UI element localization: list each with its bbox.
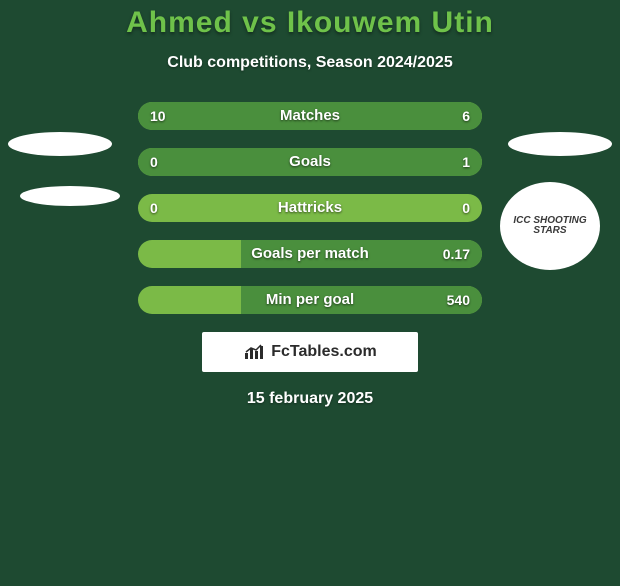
stat-label: Min per goal [138,286,482,314]
source-badge-text: FcTables.com [271,343,377,361]
team-left-logo-mid [20,186,120,206]
stat-row: 540Min per goal [138,286,482,314]
stat-label: Matches [138,102,482,130]
team-right-logo-circle: ICC SHOOTING STARS [500,182,600,270]
stat-row: 106Matches [138,102,482,130]
stat-label: Hattricks [138,194,482,222]
stat-row: 0.17Goals per match [138,240,482,268]
page-title: Ahmed vs Ikouwem Utin [0,6,620,40]
stat-row: 00Hattricks [138,194,482,222]
chart-icon [243,343,265,361]
stats-rows: 106Matches 01Goals 00Hattricks 0.17Goals pe… [138,102,482,314]
stat-label: Goals [138,148,482,176]
stat-label: Goals per match [138,240,482,268]
team-left-logo-top [8,132,112,156]
stat-row: 01Goals [138,148,482,176]
source-badge: FcTables.com [202,332,418,372]
team-right-logo-label: ICC SHOOTING STARS [500,216,600,236]
footer-date: 15 february 2025 [0,390,620,408]
subtitle: Club competitions, Season 2024/2025 [0,54,620,72]
team-right-logo-top [508,132,612,156]
